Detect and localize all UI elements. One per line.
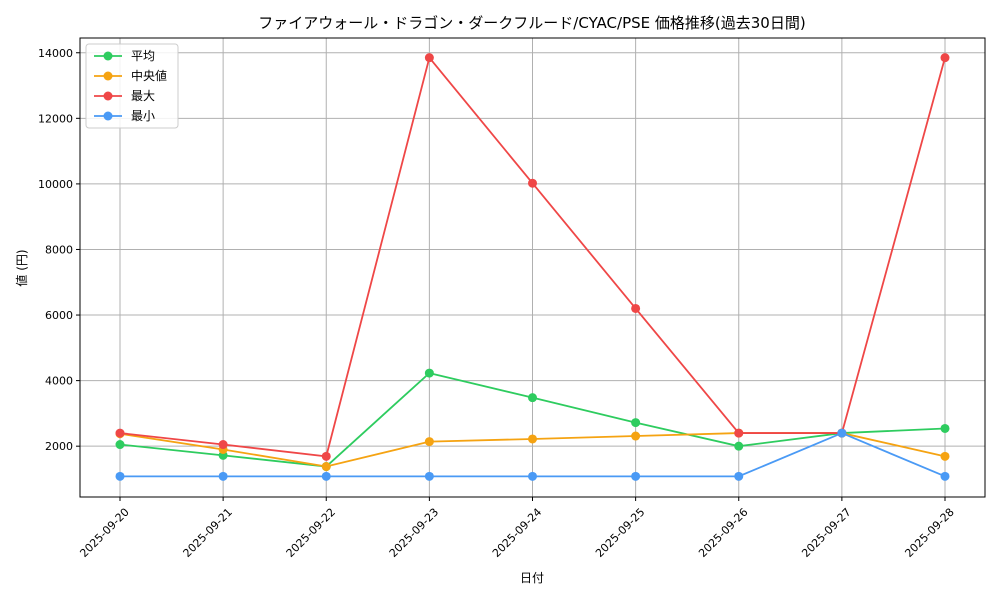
data-point xyxy=(528,471,537,481)
data-point xyxy=(321,451,331,461)
legend-label: 中央値 xyxy=(131,68,167,83)
legend-box xyxy=(85,43,179,129)
data-point xyxy=(631,431,641,441)
data-point xyxy=(528,178,537,188)
data-point xyxy=(631,471,641,481)
data-point xyxy=(940,451,950,461)
y-tick-label: 14000 xyxy=(38,47,73,60)
y-tick-label: 10000 xyxy=(38,178,73,191)
y-axis-ticks: 2000 4000 6000 8000 10000 12000 14000 xyxy=(38,47,80,453)
data-point xyxy=(734,441,744,451)
data-point xyxy=(115,428,125,438)
x-tick-label: 2025-09-24 xyxy=(490,506,544,560)
y-tick-label: 4000 xyxy=(45,375,73,388)
x-axis-label: 日付 xyxy=(520,571,544,585)
data-point xyxy=(940,53,950,63)
data-point xyxy=(940,423,950,433)
legend-label: 平均 xyxy=(131,49,155,63)
x-tick-label: 2025-09-27 xyxy=(799,506,853,560)
data-point xyxy=(424,471,434,481)
legend-marker xyxy=(103,111,113,121)
data-point xyxy=(734,471,744,481)
x-tick-label: 2025-09-25 xyxy=(593,506,647,560)
legend-marker xyxy=(103,91,113,101)
y-tick-label: 12000 xyxy=(38,112,73,125)
data-point xyxy=(218,471,228,481)
data-point xyxy=(424,437,434,447)
data-point xyxy=(734,428,744,438)
x-tick-label: 2025-09-23 xyxy=(387,506,441,560)
x-tick-label: 2025-09-21 xyxy=(181,506,235,560)
y-tick-label: 2000 xyxy=(45,440,73,453)
data-point xyxy=(528,434,537,444)
legend-marker xyxy=(103,71,113,81)
data-point xyxy=(837,428,847,438)
series-layer xyxy=(115,53,950,481)
data-point xyxy=(631,303,641,313)
data-point xyxy=(424,53,434,63)
y-tick-label: 8000 xyxy=(45,243,73,256)
x-tick-label: 2025-09-22 xyxy=(284,506,338,560)
data-point xyxy=(631,418,641,428)
data-point xyxy=(321,471,331,481)
data-point xyxy=(424,368,434,378)
series-3 xyxy=(115,428,950,481)
legend-label: 最大 xyxy=(131,89,155,103)
legend-marker xyxy=(103,51,113,61)
x-tick-label: 2025-09-26 xyxy=(696,506,750,560)
data-point xyxy=(115,440,125,450)
data-point xyxy=(940,471,950,481)
data-point xyxy=(115,471,125,481)
data-point xyxy=(528,393,537,403)
y-tick-label: 6000 xyxy=(45,309,73,322)
data-point xyxy=(321,462,331,472)
data-point xyxy=(218,440,228,450)
x-tick-label: 2025-09-20 xyxy=(77,506,131,560)
grid xyxy=(80,38,985,497)
chart-title: ファイアウォール・ドラゴン・ダークフルード/CYAC/PSE 価格推移(過去30… xyxy=(258,14,805,32)
x-axis-ticks: 2025-09-20 2025-09-21 2025-09-22 2025-09-23… xyxy=(77,497,957,560)
x-tick-label: 2025-09-28 xyxy=(902,506,956,560)
y-axis-label: 値 (円) xyxy=(14,249,29,286)
legend-label: 最小 xyxy=(131,109,155,123)
